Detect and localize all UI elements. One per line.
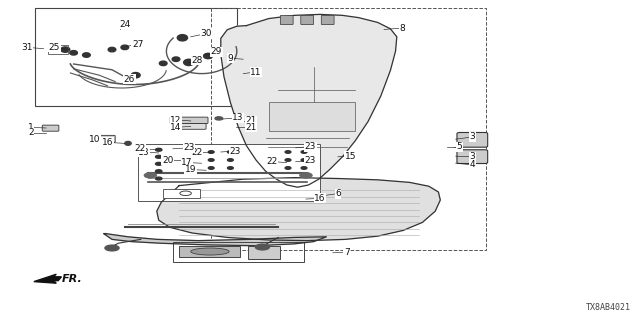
Bar: [248, 246, 280, 259]
Ellipse shape: [215, 117, 223, 120]
Bar: [211, 8, 486, 250]
Text: 23: 23: [230, 147, 241, 156]
FancyBboxPatch shape: [457, 132, 488, 147]
Text: 11: 11: [250, 68, 262, 76]
Ellipse shape: [301, 151, 307, 153]
Text: 18: 18: [138, 148, 150, 156]
FancyBboxPatch shape: [301, 15, 314, 25]
Text: 30: 30: [200, 29, 212, 38]
Text: 6: 6: [335, 189, 340, 198]
Text: 15: 15: [345, 152, 356, 161]
Text: 26: 26: [124, 75, 135, 84]
Text: 16: 16: [102, 138, 113, 147]
Ellipse shape: [144, 172, 157, 178]
Ellipse shape: [125, 141, 131, 145]
Text: 13: 13: [232, 113, 244, 122]
Text: 1: 1: [28, 123, 33, 132]
Ellipse shape: [156, 156, 162, 158]
Ellipse shape: [228, 151, 233, 153]
Ellipse shape: [61, 47, 70, 52]
Text: 8: 8: [399, 24, 404, 33]
FancyBboxPatch shape: [280, 15, 293, 25]
Ellipse shape: [156, 163, 162, 165]
Bar: [179, 246, 240, 257]
Ellipse shape: [301, 167, 307, 169]
Ellipse shape: [209, 159, 214, 161]
Text: 23: 23: [305, 156, 316, 165]
Ellipse shape: [156, 177, 162, 180]
Text: 9: 9: [228, 54, 233, 63]
Ellipse shape: [191, 248, 229, 255]
Ellipse shape: [177, 35, 188, 41]
Polygon shape: [221, 14, 397, 187]
Text: 20: 20: [162, 156, 173, 164]
Bar: [35, 8, 237, 106]
Ellipse shape: [172, 57, 180, 61]
Ellipse shape: [228, 159, 233, 161]
Text: 22: 22: [266, 157, 278, 166]
Ellipse shape: [131, 73, 140, 78]
Ellipse shape: [204, 53, 212, 59]
Text: 5: 5: [457, 142, 462, 151]
Text: 3: 3: [470, 152, 475, 161]
Text: 10: 10: [89, 135, 100, 144]
Text: 21: 21: [245, 123, 257, 132]
Ellipse shape: [184, 59, 194, 66]
Text: 14: 14: [170, 123, 182, 132]
Bar: [48, 45, 68, 54]
Bar: [138, 144, 320, 201]
Ellipse shape: [301, 159, 307, 161]
Text: 3: 3: [470, 132, 475, 141]
FancyBboxPatch shape: [457, 150, 488, 164]
Ellipse shape: [105, 245, 119, 251]
Text: 12: 12: [170, 116, 182, 124]
Bar: [269, 102, 355, 131]
FancyBboxPatch shape: [42, 125, 59, 131]
Text: 28: 28: [191, 56, 203, 65]
Ellipse shape: [156, 170, 162, 173]
Text: 24: 24: [119, 20, 131, 28]
Polygon shape: [34, 274, 61, 283]
Text: 31: 31: [21, 43, 33, 52]
Ellipse shape: [108, 47, 116, 52]
Text: 2: 2: [28, 128, 33, 137]
Ellipse shape: [255, 244, 269, 250]
Text: 22: 22: [134, 144, 145, 153]
Ellipse shape: [285, 167, 291, 169]
Text: 21: 21: [245, 116, 257, 125]
Ellipse shape: [121, 45, 129, 50]
Ellipse shape: [70, 51, 77, 55]
Text: 19: 19: [185, 165, 196, 174]
Ellipse shape: [83, 53, 90, 57]
Text: 17: 17: [181, 158, 193, 167]
FancyBboxPatch shape: [321, 15, 334, 25]
Bar: [163, 189, 200, 198]
Text: FR.: FR.: [61, 274, 82, 284]
Text: 23: 23: [305, 142, 316, 151]
Text: 27: 27: [132, 40, 143, 49]
Ellipse shape: [159, 61, 167, 66]
Text: 29: 29: [211, 47, 222, 56]
Polygon shape: [104, 234, 326, 246]
FancyBboxPatch shape: [93, 135, 115, 142]
Ellipse shape: [209, 151, 214, 153]
Text: 7: 7: [344, 248, 349, 257]
Text: 25: 25: [49, 43, 60, 52]
Ellipse shape: [300, 172, 312, 178]
Ellipse shape: [209, 167, 214, 169]
Polygon shape: [157, 178, 440, 241]
Text: 23: 23: [183, 143, 195, 152]
Ellipse shape: [228, 167, 233, 169]
Text: 22: 22: [191, 148, 203, 156]
FancyBboxPatch shape: [173, 124, 206, 129]
Text: TX8AB4021: TX8AB4021: [586, 303, 630, 312]
Ellipse shape: [285, 159, 291, 161]
Text: 16: 16: [314, 194, 326, 203]
Bar: [173, 242, 304, 262]
Text: 4: 4: [470, 160, 475, 169]
FancyBboxPatch shape: [170, 117, 208, 124]
Ellipse shape: [285, 151, 291, 153]
Ellipse shape: [156, 148, 162, 151]
